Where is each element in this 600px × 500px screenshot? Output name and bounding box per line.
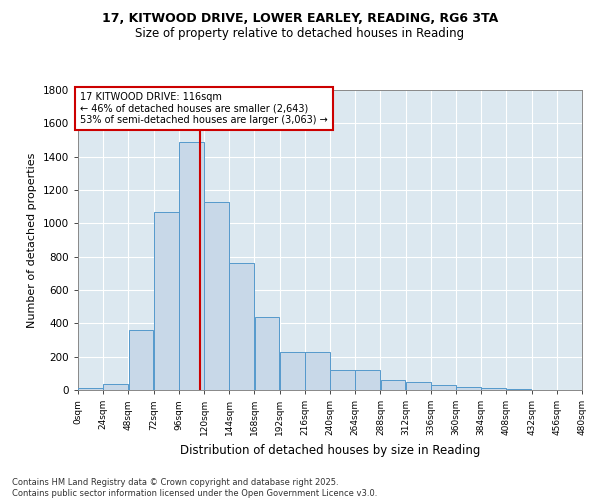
Y-axis label: Number of detached properties: Number of detached properties xyxy=(27,152,37,328)
Text: 17 KITWOOD DRIVE: 116sqm
← 46% of detached houses are smaller (2,643)
53% of sem: 17 KITWOOD DRIVE: 116sqm ← 46% of detach… xyxy=(80,92,328,125)
Bar xyxy=(103,384,128,390)
Bar xyxy=(128,330,154,390)
X-axis label: Distribution of detached houses by size in Reading: Distribution of detached houses by size … xyxy=(180,444,480,456)
Bar xyxy=(406,382,431,390)
Text: Size of property relative to detached houses in Reading: Size of property relative to detached ho… xyxy=(136,28,464,40)
Bar xyxy=(355,370,380,390)
Text: Contains HM Land Registry data © Crown copyright and database right 2025.
Contai: Contains HM Land Registry data © Crown c… xyxy=(12,478,377,498)
Bar xyxy=(78,388,103,390)
Bar xyxy=(305,352,330,390)
Bar xyxy=(254,316,280,390)
Bar xyxy=(380,380,406,390)
Bar xyxy=(280,352,305,390)
Bar xyxy=(481,388,506,390)
Bar xyxy=(179,142,204,390)
Bar xyxy=(431,385,456,390)
Bar xyxy=(154,212,179,390)
Text: 17, KITWOOD DRIVE, LOWER EARLEY, READING, RG6 3TA: 17, KITWOOD DRIVE, LOWER EARLEY, READING… xyxy=(102,12,498,26)
Bar xyxy=(330,370,355,390)
Bar xyxy=(456,386,481,390)
Bar xyxy=(204,202,229,390)
Bar xyxy=(229,264,254,390)
Bar xyxy=(506,389,532,390)
